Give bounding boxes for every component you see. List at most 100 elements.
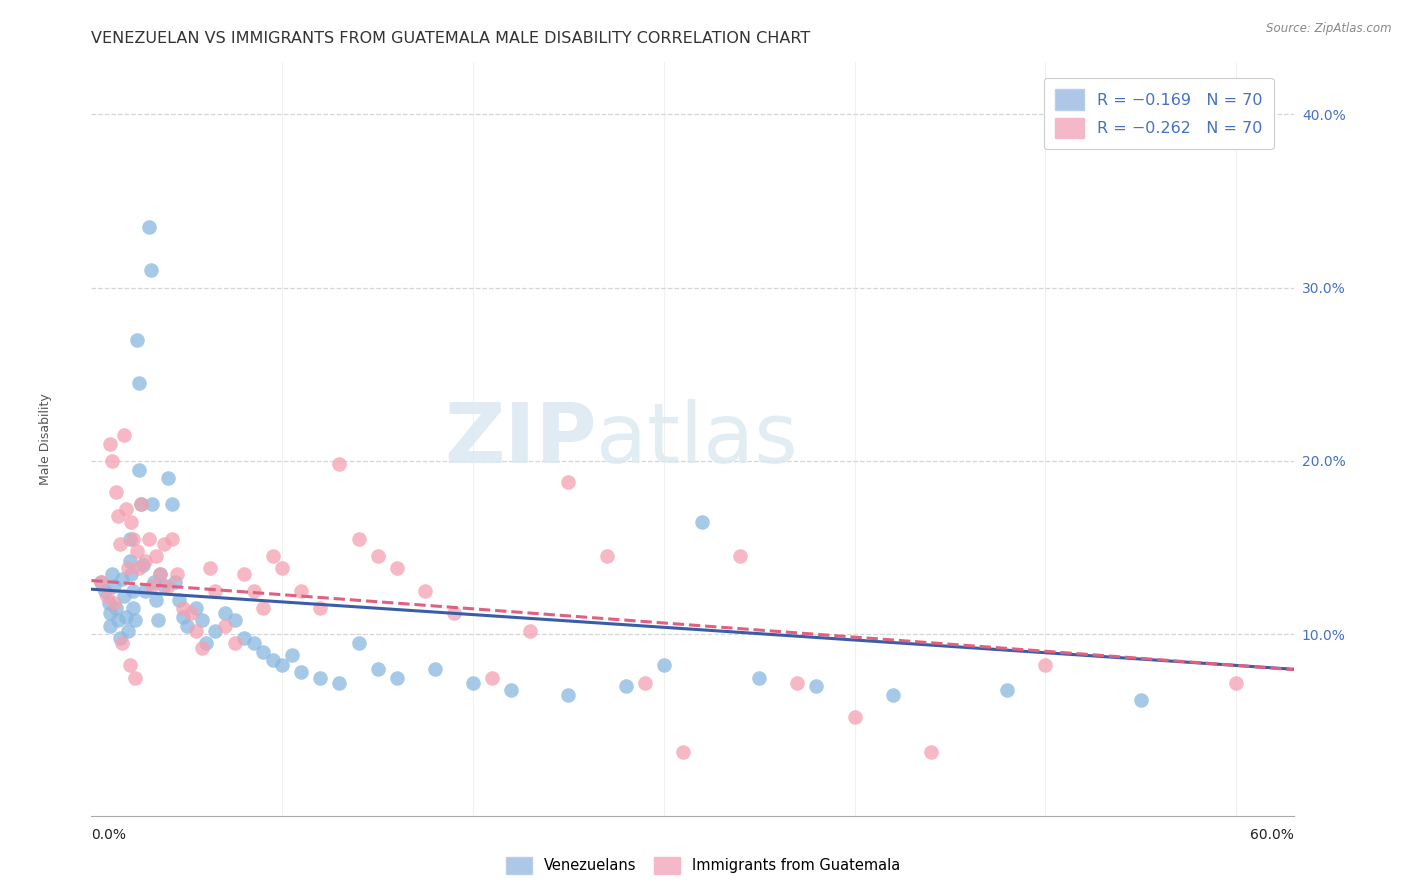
Point <box>127 544 149 558</box>
Point <box>139 263 162 277</box>
Point <box>160 497 183 511</box>
Point <box>143 575 166 590</box>
Point <box>100 618 122 632</box>
Point <box>103 596 125 610</box>
Point <box>309 671 332 685</box>
Point <box>141 497 163 511</box>
Text: atlas: atlas <box>596 399 799 480</box>
Point <box>180 607 202 621</box>
Point <box>114 502 136 516</box>
Point <box>134 554 156 568</box>
Point <box>198 561 221 575</box>
Point <box>995 682 1018 697</box>
Point <box>806 679 828 693</box>
Point <box>557 475 579 489</box>
Point <box>101 566 124 581</box>
Point <box>160 532 183 546</box>
Point <box>423 662 446 676</box>
Point <box>204 583 226 598</box>
Point <box>690 515 713 529</box>
Point <box>1035 658 1057 673</box>
Point <box>105 601 128 615</box>
Point <box>149 566 172 581</box>
Point <box>652 658 675 673</box>
Point <box>172 601 194 615</box>
Point <box>127 333 149 347</box>
Point <box>481 671 503 685</box>
Point <box>271 658 294 673</box>
Point <box>108 631 131 645</box>
Point <box>214 618 236 632</box>
Point <box>191 641 214 656</box>
Point <box>124 613 146 627</box>
Point <box>122 601 145 615</box>
Point <box>242 583 264 598</box>
Point <box>129 497 152 511</box>
Point <box>124 671 146 685</box>
Point <box>672 745 695 759</box>
Point <box>167 592 190 607</box>
Text: Source: ZipAtlas.com: Source: ZipAtlas.com <box>1267 22 1392 36</box>
Point <box>118 658 141 673</box>
Point <box>128 561 150 575</box>
Point <box>290 665 312 680</box>
Point <box>385 671 408 685</box>
Point <box>595 549 617 564</box>
Point <box>328 458 350 472</box>
Point <box>122 532 145 546</box>
Point <box>101 454 124 468</box>
Point <box>614 679 637 693</box>
Point <box>166 566 188 581</box>
Point <box>214 607 236 621</box>
Point <box>443 607 465 621</box>
Point <box>97 596 120 610</box>
Point <box>108 537 131 551</box>
Point <box>252 644 274 658</box>
Text: ZIP: ZIP <box>444 399 596 480</box>
Point <box>107 509 129 524</box>
Text: 60.0%: 60.0% <box>1250 828 1294 842</box>
Point <box>138 532 160 546</box>
Point <box>145 549 167 564</box>
Point <box>93 583 115 598</box>
Point <box>153 579 176 593</box>
Point <box>413 583 436 598</box>
Point <box>748 671 770 685</box>
Point <box>153 537 176 551</box>
Point <box>461 675 484 690</box>
Point <box>176 618 198 632</box>
Legend: Venezuelans, Immigrants from Guatemala: Venezuelans, Immigrants from Guatemala <box>501 851 905 880</box>
Point <box>122 583 145 598</box>
Point <box>191 613 214 627</box>
Point <box>165 575 187 590</box>
Point <box>117 624 139 638</box>
Point <box>1225 675 1247 690</box>
Point <box>920 745 942 759</box>
Point <box>882 688 904 702</box>
Point <box>112 589 135 603</box>
Legend: R = −0.169   N = 70, R = −0.262   N = 70: R = −0.169 N = 70, R = −0.262 N = 70 <box>1045 78 1274 149</box>
Point <box>786 675 808 690</box>
Point <box>138 220 160 235</box>
Point <box>844 710 866 724</box>
Point <box>557 688 579 702</box>
Point <box>107 613 129 627</box>
Point <box>728 549 751 564</box>
Point <box>134 583 156 598</box>
Point <box>156 579 179 593</box>
Point <box>105 485 128 500</box>
Point <box>100 436 122 450</box>
Point <box>194 636 217 650</box>
Point <box>367 662 389 676</box>
Point <box>121 515 143 529</box>
Point <box>90 575 112 590</box>
Point <box>129 497 152 511</box>
Text: VENEZUELAN VS IMMIGRANTS FROM GUATEMALA MALE DISABILITY CORRELATION CHART: VENEZUELAN VS IMMIGRANTS FROM GUATEMALA … <box>91 31 811 46</box>
Point <box>103 579 125 593</box>
Point <box>148 613 170 627</box>
Point <box>1129 693 1152 707</box>
Point <box>271 561 294 575</box>
Point <box>262 549 284 564</box>
Text: Male Disability: Male Disability <box>39 393 52 485</box>
Point <box>117 561 139 575</box>
